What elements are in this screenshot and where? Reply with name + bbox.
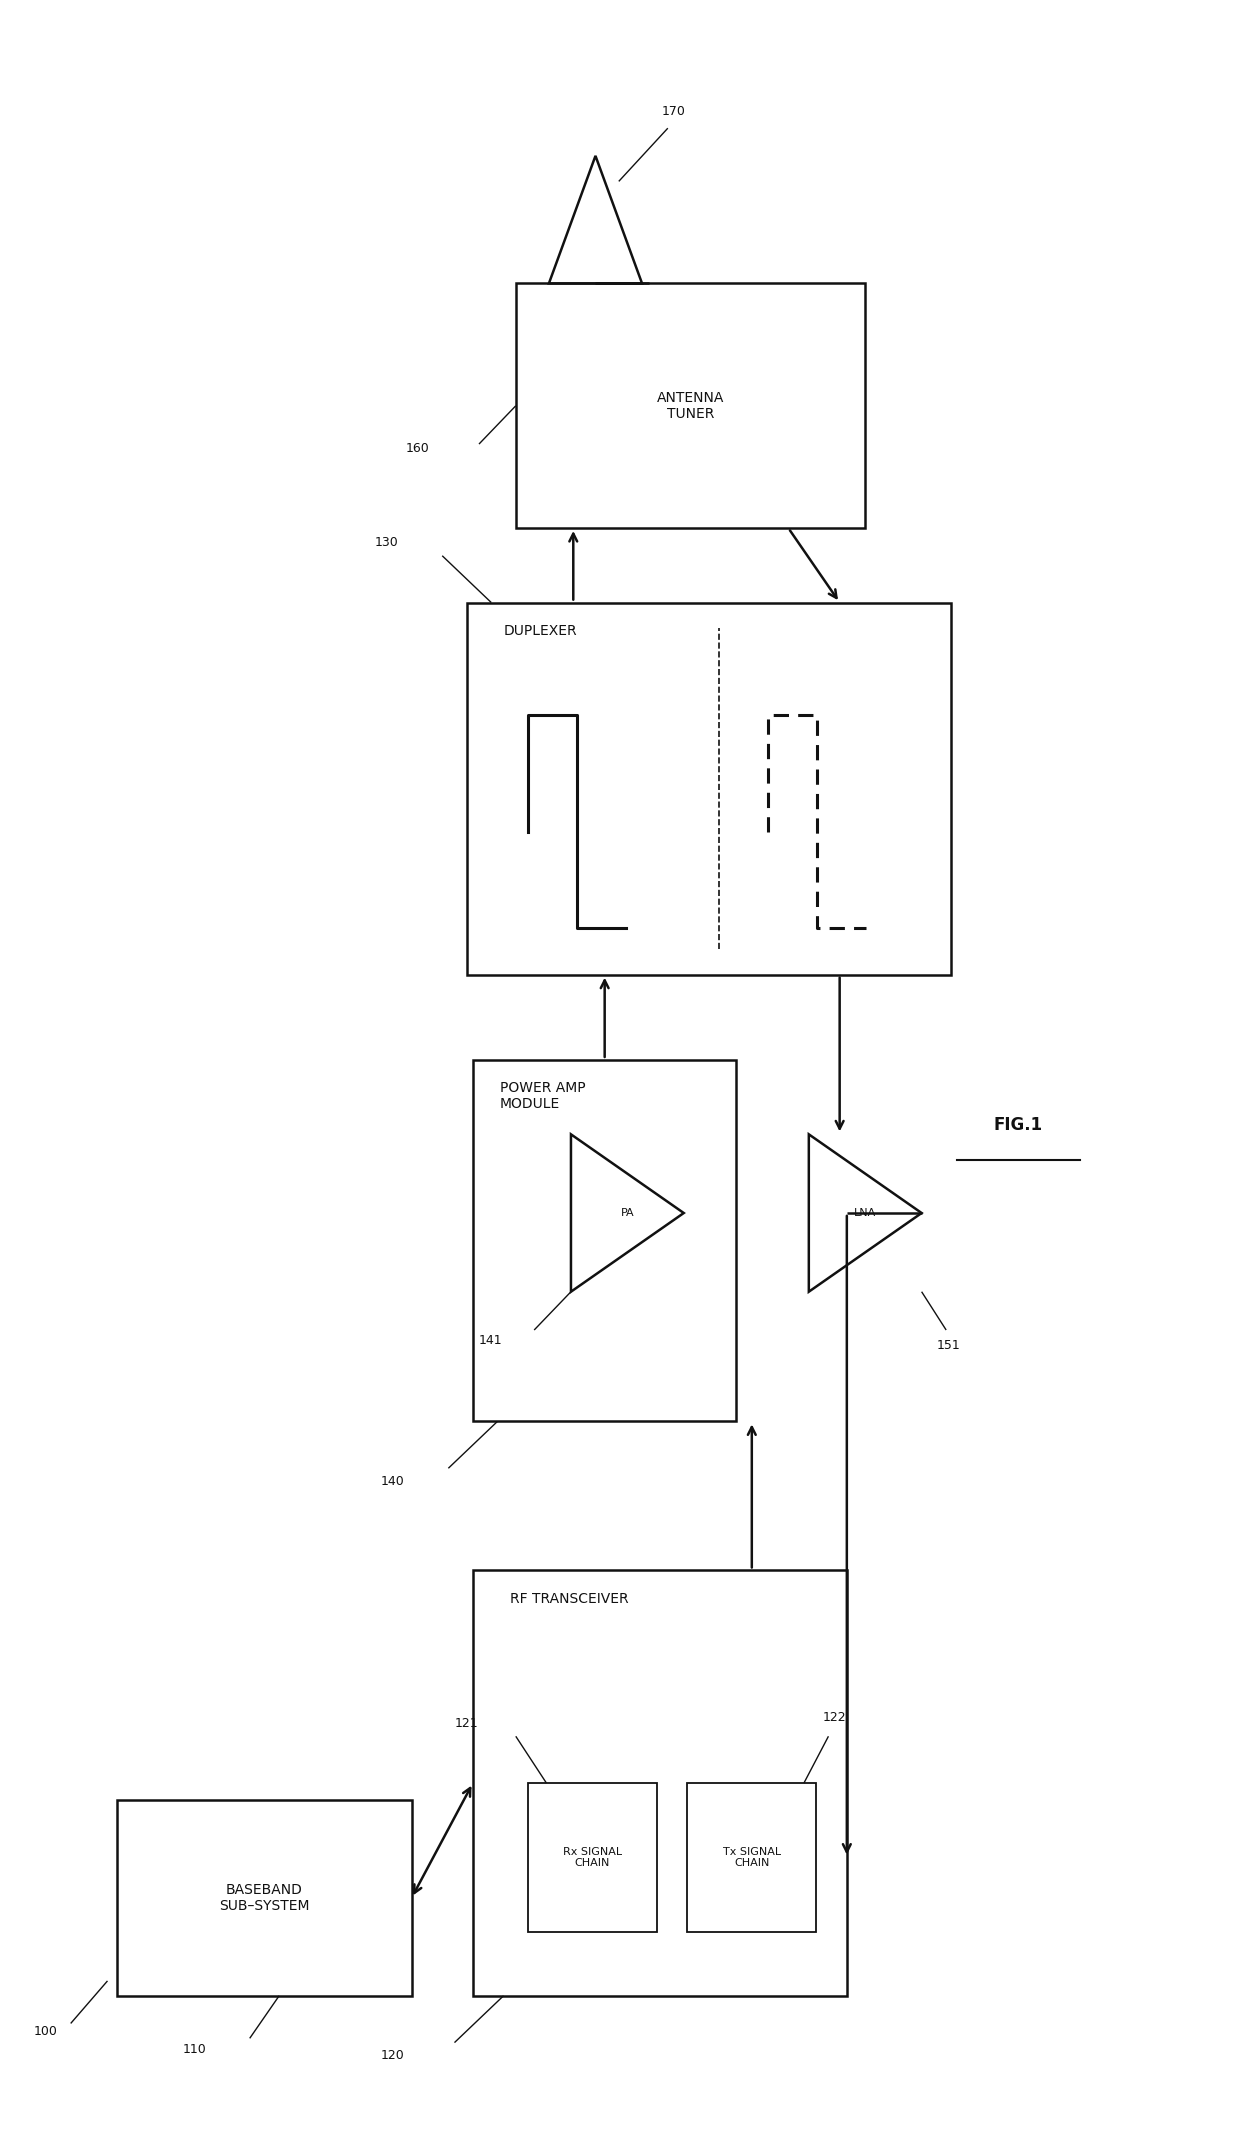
- Text: 141: 141: [479, 1334, 502, 1347]
- Text: Rx SIGNAL
CHAIN: Rx SIGNAL CHAIN: [563, 1848, 622, 1869]
- Bar: [472, 1060, 737, 1422]
- Bar: [687, 1783, 816, 1931]
- Bar: [528, 1783, 657, 1931]
- Text: POWER AMP
MODULE: POWER AMP MODULE: [500, 1081, 585, 1111]
- Bar: [516, 283, 866, 529]
- Bar: [466, 602, 951, 974]
- Text: BASEBAND
SUB–SYSTEM: BASEBAND SUB–SYSTEM: [219, 1882, 310, 1914]
- Text: 110: 110: [182, 2043, 206, 2055]
- Text: 170: 170: [662, 105, 686, 118]
- Text: RF TRANSCEIVER: RF TRANSCEIVER: [510, 1591, 629, 1606]
- Text: Tx SIGNAL
CHAIN: Tx SIGNAL CHAIN: [723, 1848, 781, 1869]
- Text: DUPLEXER: DUPLEXER: [503, 623, 577, 638]
- Text: 120: 120: [381, 2049, 404, 2062]
- Text: 160: 160: [405, 441, 429, 454]
- Text: 140: 140: [381, 1475, 404, 1488]
- Text: 151: 151: [936, 1338, 960, 1351]
- Text: FIG.1: FIG.1: [994, 1115, 1043, 1135]
- Text: 130: 130: [374, 537, 398, 550]
- Text: 122: 122: [822, 1711, 846, 1724]
- Bar: [118, 1801, 412, 1995]
- Text: LNA: LNA: [854, 1208, 877, 1218]
- Text: 100: 100: [33, 2025, 58, 2038]
- Bar: [472, 1569, 847, 1995]
- Text: ANTENNA
TUNER: ANTENNA TUNER: [657, 390, 724, 422]
- Text: 121: 121: [455, 1717, 479, 1730]
- Text: PA: PA: [620, 1208, 634, 1218]
